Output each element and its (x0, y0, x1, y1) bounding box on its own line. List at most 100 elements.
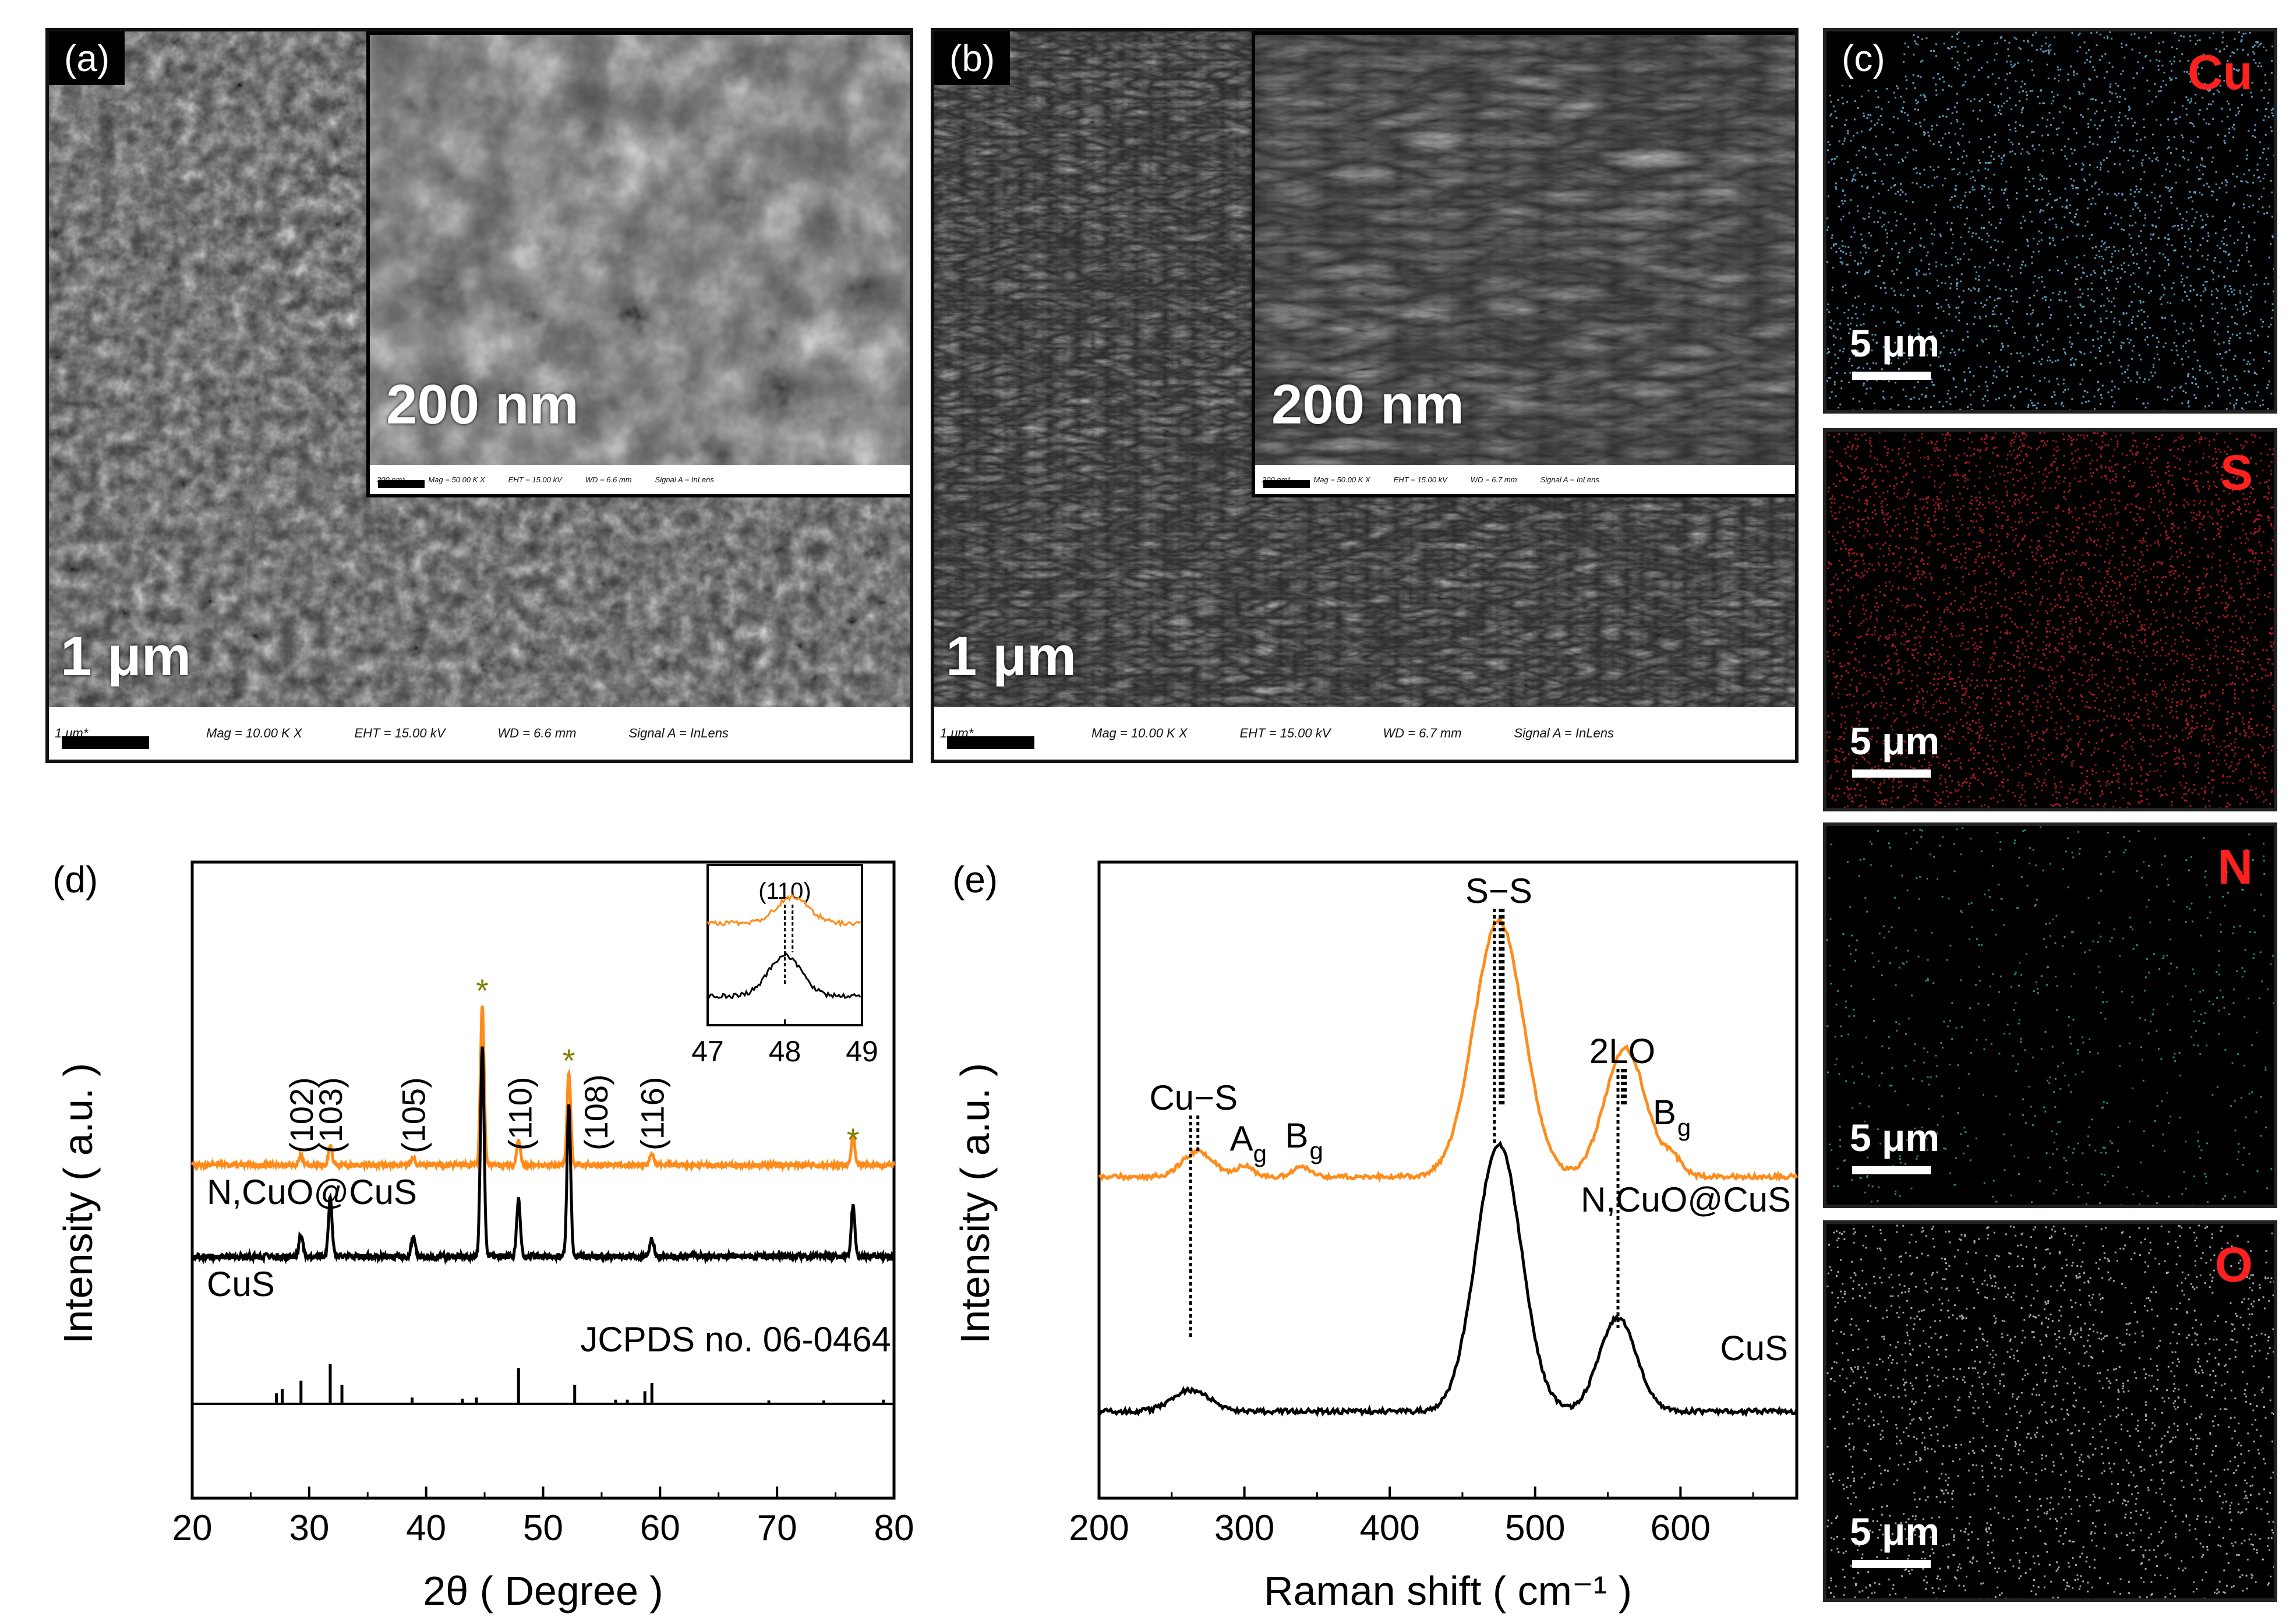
inset-info-mag-b: Mag = 50.00 K X (1313, 475, 1370, 484)
panel-label-b: (b) (934, 31, 1011, 85)
hkl-label: (116) (634, 1076, 670, 1150)
label-bg2-sub: g (1677, 1114, 1691, 1141)
x-tick-label: 500 (1505, 1508, 1565, 1548)
eds-scale-bar (1852, 769, 1931, 778)
x-tick-label: 80 (874, 1508, 914, 1548)
x-tick-label: 400 (1359, 1508, 1419, 1548)
label-bg1-sub: g (1309, 1137, 1323, 1164)
raman-chart: (e) 200 300 400 500 600 Raman shift ( cm⁻¹ ) In… (952, 859, 1799, 1614)
sem-image-a: (a) 200 nm 200 nm* Mag = 50.00 K X EHT =… (45, 28, 913, 763)
x-axis-label: 2θ ( Degree ) (423, 1568, 663, 1614)
y-axis-label: Intensity ( a.u. ) (952, 1063, 998, 1344)
inset-series-line (706, 952, 861, 1000)
series-label-ncuo: N,CuO@CuS (207, 1173, 417, 1212)
inset-info-bar-a: 200 nm* Mag = 50.00 K X EHT = 15.00 kV W… (370, 465, 910, 494)
inset-scale-bar-b (1263, 480, 1310, 488)
eds-scale-bar (1852, 1560, 1931, 1568)
eds-map-cu: (c) Cu 5 μm (1823, 28, 2277, 414)
eds-scale-bar (1852, 1166, 1931, 1174)
eds-element-label: O (2214, 1237, 2253, 1292)
info-signal-a: Signal A = InLens (628, 726, 729, 740)
eds-scale-label: 5 μm (1850, 322, 1940, 365)
inset-info-eht-b: EHT = 15.00 kV (1393, 475, 1447, 484)
label-cu-s: Cu−S (1149, 1078, 1238, 1117)
inset-series-line (706, 894, 861, 928)
info-mag-a: Mag = 10.00 K X (206, 726, 302, 740)
x-tick-label: 200 (1069, 1508, 1129, 1548)
inset-tick-label: 49 (846, 1035, 878, 1068)
x-axis-label: Raman shift ( cm⁻¹ ) (1264, 1568, 1632, 1614)
info-eht-a: EHT = 15.00 kV (354, 726, 446, 740)
hkl-label: (102) (283, 1077, 320, 1153)
inset-info-signal-b: Signal A = InLens (1540, 475, 1599, 484)
x-tick-label: 30 (289, 1508, 329, 1548)
x-tick-label: 300 (1214, 1508, 1274, 1548)
inset-info-mag-a: Mag = 50.00 K X (428, 475, 485, 484)
sem-texture-inset-b (1255, 35, 1795, 494)
inset-info-wd-b: WD = 6.7 mm (1470, 475, 1517, 484)
eds-element-label: Cu (2188, 45, 2253, 100)
eds-scale-bar (1852, 372, 1931, 380)
label-ag: A (1230, 1119, 1253, 1158)
hkl-label: (105) (395, 1077, 432, 1153)
panel-label-c: (c) (1826, 31, 1900, 85)
inset-scale-bar-a (378, 480, 425, 488)
info-wd-b: WD = 6.7 mm (1383, 726, 1462, 740)
info-eht-b: EHT = 15.00 kV (1239, 726, 1331, 740)
label-ag-sub: g (1253, 1140, 1267, 1167)
inset-info-signal-a: Signal A = InLens (655, 475, 714, 484)
label-bg1: B (1285, 1116, 1308, 1155)
eds-dot-cloud (1826, 432, 2274, 808)
xrd-chart: (d) 20 30 40 50 60 70 80 2θ ( Degree ) Intensity … (52, 859, 914, 1614)
info-signal-b: Signal A = InLens (1514, 726, 1614, 740)
plot-frame (1097, 860, 1799, 1500)
hkl-label: (103) (312, 1077, 349, 1153)
eds-scale-label: 5 μm (1850, 1510, 1940, 1553)
xrd-series-line (190, 1005, 896, 1173)
x-tick-label: 40 (406, 1508, 446, 1548)
info-mag-b: Mag = 10.00 K X (1091, 726, 1188, 740)
info-bar-b: 1 μm* Mag = 10.00 K X EHT = 15.00 kV WD … (934, 707, 1795, 760)
panel-label-d: (d) (52, 859, 98, 901)
sem-inset-a: 200 nm 200 nm* Mag = 50.00 K X EHT = 15.… (366, 31, 910, 497)
scale-bar-a (62, 736, 149, 749)
x-tick-label: 50 (523, 1508, 563, 1548)
sem-texture-inset-a (370, 35, 910, 494)
eds-map-n: N 5 μm (1823, 822, 2277, 1208)
scale-bar-b (947, 736, 1034, 749)
inset-info-wd-a: WD = 6.6 mm (585, 475, 632, 484)
panel-label-e: (e) (952, 859, 998, 901)
eds-scale-label: 5 μm (1850, 719, 1940, 762)
inset-scale-label-a: 200 nm (386, 373, 579, 436)
info-bar-a: 1 μm* Mag = 10.00 K X EHT = 15.00 kV WD … (49, 707, 910, 760)
inset-tick-label: 47 (691, 1035, 724, 1068)
panel-label-a: (a) (49, 31, 125, 85)
eds-dot-cloud (1826, 826, 2274, 1205)
raman-series-line (1097, 1141, 1799, 1417)
eds-dots-n (1826, 826, 2274, 1205)
eds-map-s: S 5 μm (1823, 428, 2277, 811)
inset-scale-label-b: 200 nm (1271, 373, 1464, 436)
xrd-series-line (190, 1046, 896, 1265)
x-tick-label: 60 (640, 1508, 680, 1548)
raman-series-line (1098, 916, 1799, 1183)
sem-image-b: (b) 200 nm 200 nm* Mag = 50.00 K X EHT =… (931, 28, 1799, 763)
label-2lo: 2LO (1589, 1032, 1655, 1071)
inset-frame (706, 864, 863, 1026)
series-label-cus: CuS (1720, 1329, 1788, 1368)
inset-info-bar-b: 200 nm* Mag = 50.00 K X EHT = 15.00 kV W… (1255, 465, 1795, 494)
series-label-cus: CuS (207, 1265, 275, 1304)
star-mark: * (563, 1042, 575, 1079)
info-wd-a: WD = 6.6 mm (497, 726, 577, 740)
star-mark: * (847, 1121, 860, 1158)
hkl-label: (110) (501, 1076, 538, 1150)
eds-scale-label: 5 μm (1850, 1116, 1940, 1159)
x-tick-label: 70 (757, 1508, 797, 1548)
hkl-label: (108) (578, 1074, 614, 1150)
eds-map-o: O 5 μm (1823, 1220, 2277, 1602)
reference-label: JCPDS no. 06-0464 (580, 1320, 891, 1359)
y-axis-label: Intensity ( a.u. ) (55, 1063, 101, 1344)
label-bg2: B (1653, 1093, 1676, 1132)
series-label-ncuo: N,CuO@CuS (1581, 1180, 1791, 1219)
inset-tick-label: 48 (769, 1035, 801, 1068)
